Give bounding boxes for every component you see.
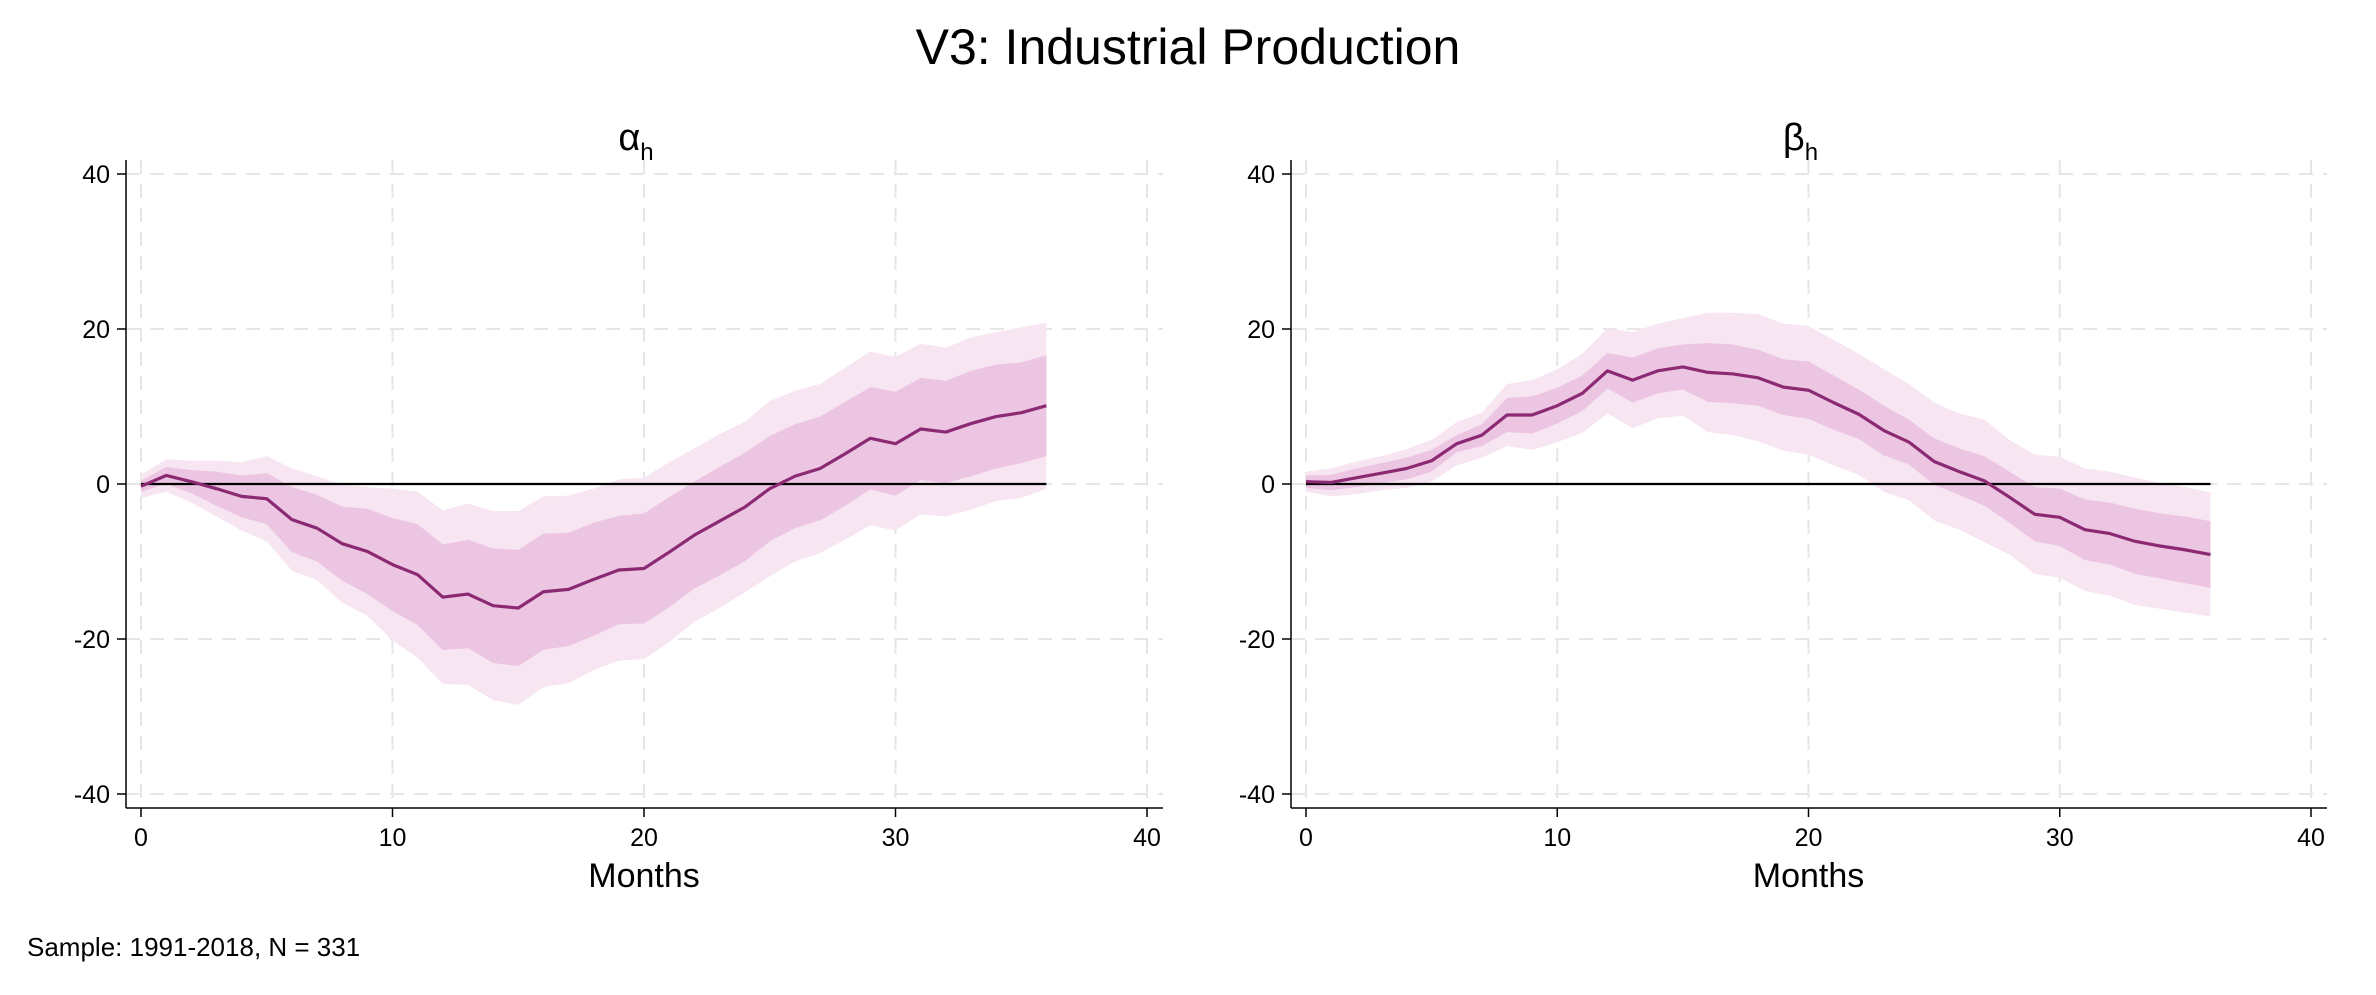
x-tick-label: 0 — [134, 824, 148, 852]
x-tick-label: 30 — [2046, 824, 2074, 852]
y-tick-label: 40 — [82, 161, 110, 189]
panel-title-subscript: h — [1805, 139, 1818, 166]
panel-title-symbol: β — [1783, 117, 1805, 159]
y-tick-label: 0 — [96, 471, 110, 499]
y-tick-label: -40 — [74, 781, 110, 809]
x-tick-label: 20 — [1795, 824, 1823, 852]
x-axis-label: Months — [1753, 857, 1865, 895]
panel-alpha: -40 -20 0 20 40 0 10 20 30 40 Months αh — [74, 117, 1163, 895]
panel-title: αh — [618, 117, 653, 166]
y-tick-label: 20 — [82, 316, 110, 344]
panel-title-subscript: h — [640, 139, 653, 166]
x-tick-label: 0 — [1299, 824, 1313, 852]
y-tick-label: -20 — [74, 626, 110, 654]
x-tick-label: 40 — [2297, 824, 2325, 852]
x-tick-label: 40 — [1133, 824, 1161, 852]
panel-title-symbol: α — [618, 117, 640, 159]
y-tick-label: 0 — [1261, 471, 1275, 499]
y-tick-label: -40 — [1239, 781, 1275, 809]
x-tick-label: 20 — [630, 824, 658, 852]
x-tick-label: 10 — [379, 824, 407, 852]
sample-note: Sample: 1991-2018, N = 331 — [27, 932, 360, 962]
panel-beta: -40 -20 0 20 40 0 10 20 30 40 Months βh — [1239, 117, 2327, 895]
x-tick-label: 30 — [882, 824, 910, 852]
y-tick-label: 40 — [1247, 161, 1275, 189]
figure-title: V3: Industrial Production — [916, 19, 1461, 75]
y-tick-label: -20 — [1239, 626, 1275, 654]
y-tick-label: 20 — [1247, 316, 1275, 344]
x-axis-label: Months — [588, 857, 700, 895]
panel-title: βh — [1783, 117, 1818, 166]
x-tick-label: 10 — [1543, 824, 1571, 852]
